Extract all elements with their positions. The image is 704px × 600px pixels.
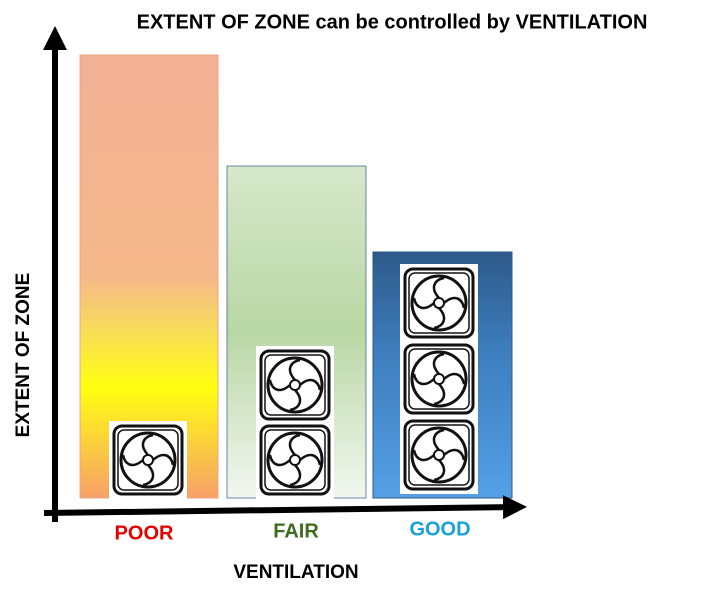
fan-icon: [400, 416, 478, 494]
fan-icon: [400, 340, 478, 418]
y-axis-label: EXTENT OF ZONE: [13, 273, 34, 438]
fan-icon: [256, 346, 334, 424]
fan-icon: [256, 421, 334, 499]
category-label: GOOD: [409, 518, 470, 540]
fan-icon: [400, 264, 478, 342]
category-label: FAIR: [273, 520, 319, 542]
x-axis-label: VENTILATION: [233, 562, 358, 583]
x-axis: [43, 495, 527, 520]
title: EXTENT OF ZONE can be controlled by VENT…: [137, 11, 648, 33]
fan-icon: [109, 421, 187, 499]
category-label: POOR: [115, 522, 174, 544]
